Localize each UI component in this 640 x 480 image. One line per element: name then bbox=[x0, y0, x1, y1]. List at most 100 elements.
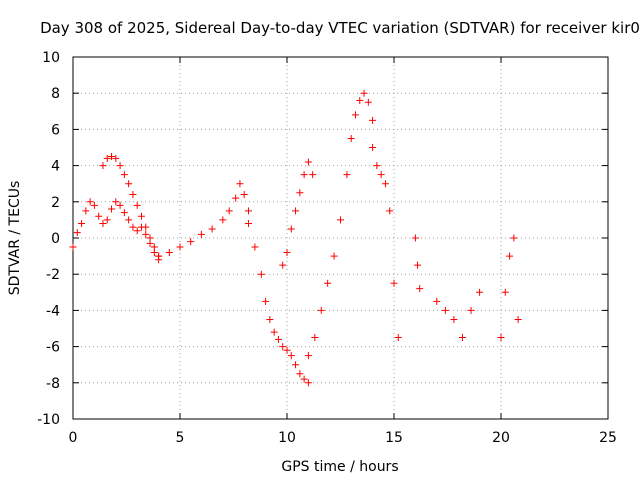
data-point bbox=[356, 96, 364, 104]
data-points bbox=[69, 89, 522, 387]
data-point bbox=[225, 207, 233, 215]
series-trace-b bbox=[99, 153, 163, 260]
y-tick-label: -10 bbox=[37, 412, 60, 428]
data-point bbox=[95, 212, 103, 220]
series-trace-e bbox=[279, 158, 317, 269]
data-point bbox=[514, 315, 522, 323]
data-point bbox=[416, 285, 424, 293]
data-point bbox=[142, 223, 150, 231]
data-point bbox=[292, 361, 300, 369]
grid bbox=[73, 57, 608, 419]
data-point bbox=[347, 134, 355, 142]
data-point bbox=[304, 352, 312, 360]
data-point bbox=[377, 171, 385, 179]
data-point bbox=[112, 198, 120, 206]
y-tick-label: 2 bbox=[51, 195, 60, 211]
data-point bbox=[187, 238, 195, 246]
y-tick-label: -4 bbox=[46, 303, 60, 319]
data-point bbox=[390, 279, 398, 287]
data-point bbox=[506, 252, 514, 260]
data-point bbox=[108, 205, 116, 213]
data-point bbox=[78, 220, 86, 228]
x-tick-label: 10 bbox=[278, 430, 296, 446]
data-point bbox=[137, 212, 145, 220]
data-point bbox=[150, 243, 158, 251]
data-point bbox=[103, 216, 111, 224]
series-trace-c bbox=[155, 180, 252, 260]
chart-title: Day 308 of 2025, Sidereal Day-to-day VTE… bbox=[40, 19, 640, 37]
data-point bbox=[343, 171, 351, 179]
data-point bbox=[116, 201, 124, 209]
data-point bbox=[99, 162, 107, 170]
data-point bbox=[292, 207, 300, 215]
data-point bbox=[73, 229, 81, 237]
y-tick-label: 4 bbox=[51, 159, 60, 175]
data-point bbox=[283, 346, 291, 354]
data-point bbox=[300, 171, 308, 179]
data-point bbox=[386, 207, 394, 215]
data-point bbox=[125, 180, 133, 188]
data-point bbox=[296, 189, 304, 197]
data-point bbox=[433, 297, 441, 305]
data-point bbox=[304, 379, 312, 387]
series-trace-a bbox=[69, 198, 163, 264]
data-point bbox=[120, 171, 128, 179]
data-point bbox=[501, 288, 509, 296]
series-trace-h bbox=[411, 234, 424, 293]
data-point bbox=[82, 207, 90, 215]
x-axis-label: GPS time / hours bbox=[281, 459, 398, 475]
y-tick-label: 6 bbox=[51, 122, 60, 138]
data-point bbox=[266, 315, 274, 323]
series-trace-d bbox=[244, 220, 312, 387]
data-point bbox=[414, 261, 422, 269]
data-point bbox=[411, 234, 419, 242]
data-point bbox=[232, 194, 240, 202]
x-tick-label: 0 bbox=[69, 430, 78, 446]
data-point bbox=[369, 116, 377, 124]
data-point bbox=[324, 279, 332, 287]
data-point bbox=[394, 334, 402, 342]
data-point bbox=[311, 334, 319, 342]
data-point bbox=[369, 144, 377, 151]
data-point bbox=[219, 216, 227, 224]
data-point bbox=[373, 162, 381, 170]
data-point bbox=[146, 234, 154, 242]
data-point bbox=[279, 343, 287, 351]
series-trace-j bbox=[497, 234, 522, 342]
data-point bbox=[330, 252, 338, 260]
data-point bbox=[244, 220, 252, 228]
x-tick-label: 25 bbox=[599, 430, 617, 446]
data-point bbox=[165, 248, 173, 256]
data-point bbox=[208, 225, 216, 233]
data-point bbox=[155, 252, 163, 260]
data-point bbox=[125, 216, 133, 224]
data-point bbox=[129, 223, 137, 231]
data-point bbox=[364, 98, 372, 106]
data-point bbox=[309, 171, 317, 179]
x-tick-label: 5 bbox=[176, 430, 185, 446]
data-point bbox=[467, 306, 475, 314]
x-tick-label: 20 bbox=[492, 430, 510, 446]
data-point bbox=[337, 216, 344, 224]
data-point bbox=[69, 243, 77, 251]
data-point bbox=[381, 180, 389, 188]
data-point bbox=[142, 230, 150, 238]
axis-ticks bbox=[72, 56, 609, 420]
data-point bbox=[112, 154, 120, 162]
y-tick-labels: -10 -8 -6 -4 -2 0 2 4 6 8 10 bbox=[37, 50, 60, 428]
y-tick-label: -2 bbox=[46, 267, 60, 283]
data-point bbox=[510, 234, 518, 242]
data-point bbox=[133, 201, 141, 209]
x-tick-labels: 0 5 10 15 20 25 bbox=[69, 430, 617, 446]
data-point bbox=[86, 198, 94, 206]
data-point bbox=[90, 201, 98, 209]
data-point bbox=[103, 154, 111, 162]
y-tick-label: 0 bbox=[51, 231, 60, 247]
data-point bbox=[251, 243, 259, 251]
data-point bbox=[270, 328, 278, 336]
data-point bbox=[497, 334, 505, 342]
series-trace-f bbox=[304, 89, 377, 360]
data-point bbox=[240, 191, 248, 199]
data-point bbox=[257, 270, 265, 278]
data-point bbox=[133, 227, 141, 235]
